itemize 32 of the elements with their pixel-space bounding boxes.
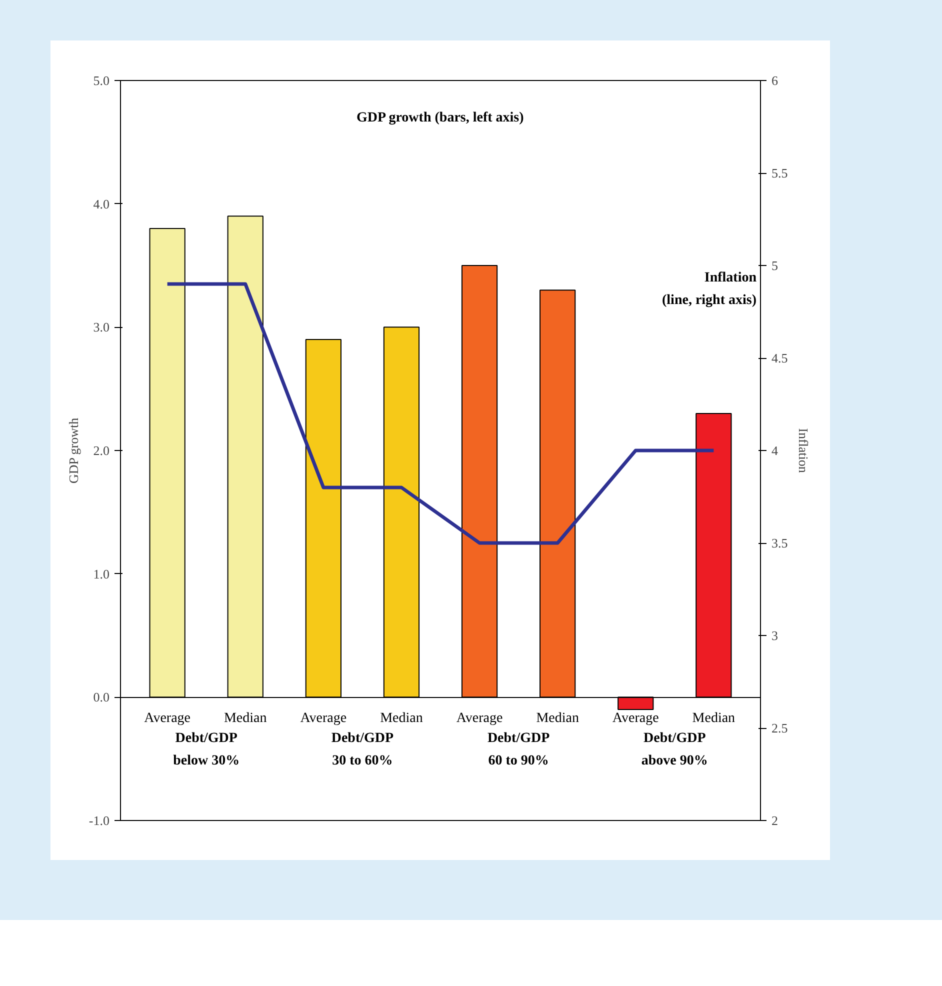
- y-tick-label: 0.0: [93, 690, 110, 705]
- y2-tick-label: 2.5: [772, 720, 788, 736]
- y2-tick-label: 5.5: [772, 166, 788, 180]
- y2-tick-label: 3: [772, 628, 778, 643]
- annotation: Debt/GDP above 90%: [641, 731, 708, 769]
- x-tick-label: Median: [536, 711, 579, 726]
- y-tick-label: 3.0: [93, 320, 110, 335]
- y-tick-label: 4.0: [93, 196, 110, 212]
- y-tick-label: 5.0: [93, 73, 110, 88]
- y-tick-label: 1.0: [93, 566, 110, 582]
- y-axis-title: GDP growth: [66, 417, 81, 484]
- annotation: Debt/GDP 60 to 90%: [487, 731, 550, 769]
- y-tick-label: 2.0: [93, 443, 110, 458]
- y2-tick-label: 5: [772, 258, 778, 273]
- x-tick-label: Median: [692, 711, 736, 726]
- x-tick-label: Average: [456, 711, 503, 726]
- y-tick-label: -1.0: [88, 813, 110, 828]
- annotation: GDP growth (bars, left axis): [356, 110, 524, 126]
- y2-tick-label: 3.5: [772, 536, 788, 550]
- annotation: Debt/GDP 30 to 60%: [331, 731, 394, 769]
- x-tick-label: Median: [224, 711, 267, 726]
- x-tick-label: Average: [300, 711, 347, 726]
- y2-tick-label: 6: [772, 73, 778, 88]
- y2-tick-label: 4.5: [772, 350, 788, 366]
- y2-tick-label: 2: [772, 813, 778, 828]
- y2-tick-label: 4: [772, 443, 778, 458]
- y2-axis-title: Inflation: [796, 428, 811, 474]
- x-tick-label: Median: [380, 711, 423, 726]
- annotation: Inflation (line, right axis): [662, 270, 757, 308]
- x-tick-label: Average: [612, 711, 659, 726]
- x-tick-label: Average: [144, 711, 191, 726]
- annotation: Debt/GDP below 30%: [173, 731, 240, 769]
